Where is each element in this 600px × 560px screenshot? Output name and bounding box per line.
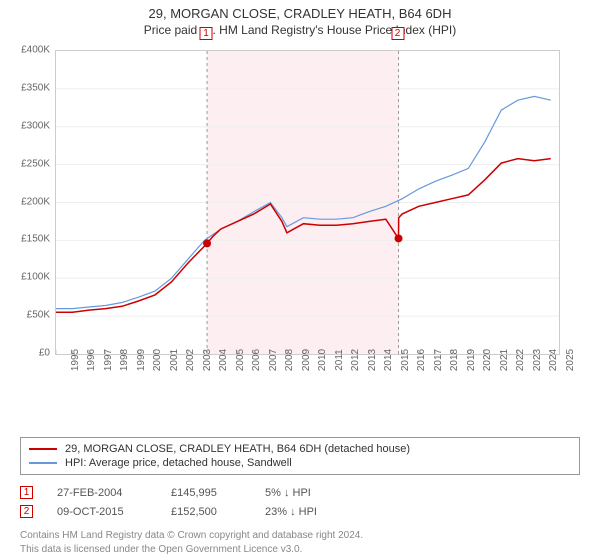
y-tick-label: £150K [10,234,50,245]
legend-label: HPI: Average price, detached house, Sand… [65,457,292,469]
record-price: £152,500 [171,506,241,518]
footer-line-1: Contains HM Land Registry data © Crown c… [20,529,580,543]
record-delta: 23% ↓ HPI [265,506,355,518]
record-delta: 5% ↓ HPI [265,487,355,499]
sale-record-row: 1 27-FEB-2004 £145,995 5% ↓ HPI [20,483,580,502]
record-date: 27-FEB-2004 [57,487,147,499]
legend-label: 29, MORGAN CLOSE, CRADLEY HEATH, B64 6DH… [65,443,410,455]
y-tick-label: £400K [10,45,50,56]
y-tick-label: £200K [10,196,50,207]
sale-record-row: 2 09-OCT-2015 £152,500 23% ↓ HPI [20,502,580,521]
record-date: 09-OCT-2015 [57,506,147,518]
record-marker: 1 [20,486,33,499]
record-marker: 2 [20,505,33,518]
sale-records: 1 27-FEB-2004 £145,995 5% ↓ HPI 2 09-OCT-2015… [20,483,580,521]
chart-subtitle: Price paid vs. HM Land Registry's House … [10,23,590,37]
sale-marker-1: 1 [200,27,213,40]
chart-area: £0£50K£100K£150K£200K£250K£300K£350K£400… [15,45,575,395]
footer-line-2: This data is licensed under the Open Gov… [20,543,580,557]
y-tick-label: £250K [10,158,50,169]
plot-region [55,50,560,355]
legend: 29, MORGAN CLOSE, CRADLEY HEATH, B64 6DH… [20,437,580,475]
legend-item: 29, MORGAN CLOSE, CRADLEY HEATH, B64 6DH… [29,442,571,456]
y-tick-label: £300K [10,120,50,131]
legend-item: HPI: Average price, detached house, Sand… [29,456,571,470]
y-tick-label: £100K [10,272,50,283]
y-tick-label: £350K [10,82,50,93]
legend-swatch [29,462,57,464]
sale-marker-2: 2 [391,27,404,40]
x-tick-label: 2025 [550,349,576,371]
record-price: £145,995 [171,487,241,499]
chart-title: 29, MORGAN CLOSE, CRADLEY HEATH, B64 6DH [10,6,590,21]
footer-attribution: Contains HM Land Registry data © Crown c… [20,529,580,556]
legend-swatch [29,448,57,450]
y-tick-label: £0 [10,348,50,359]
plot-svg [56,51,559,354]
y-tick-label: £50K [10,310,50,321]
